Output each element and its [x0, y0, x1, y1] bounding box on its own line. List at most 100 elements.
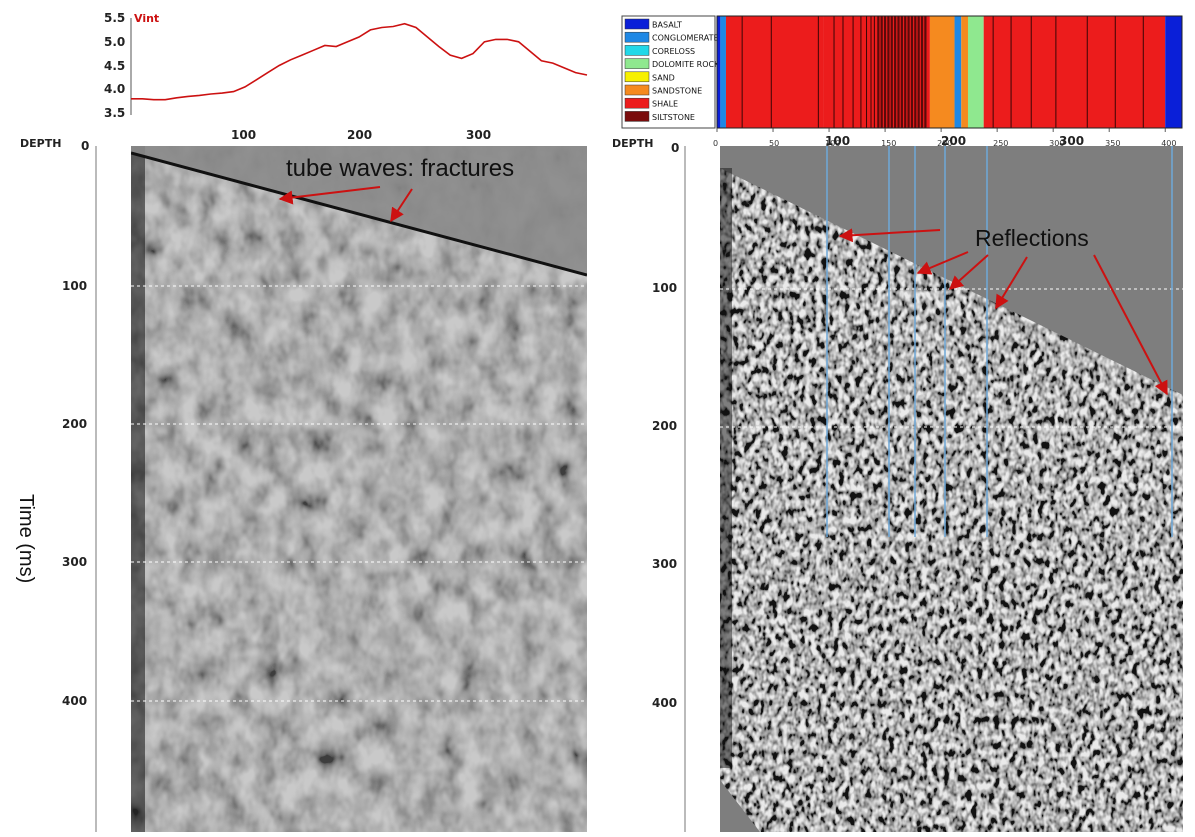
lithology-thin-band-30 [1114, 16, 1116, 128]
lithology-thin-band-31 [1142, 16, 1144, 128]
lithology-thin-band-26 [1010, 16, 1012, 128]
legend-swatch-conglomerate [624, 31, 650, 43]
legend-swatch-shale [624, 97, 650, 109]
lithology-thin-band-2 [817, 16, 819, 128]
lithology-thin-band-0 [741, 16, 743, 128]
left-seismic-panel: DEPTH 100 200 300 0 100 200 300 400 tube… [20, 128, 587, 832]
lithology-thin-band-19 [907, 16, 910, 128]
legend-label-sand: SAND [652, 73, 675, 82]
vint-tick-5.5: 5.5 [104, 11, 125, 25]
tube-wave-arrow-2 [390, 188, 413, 223]
lithology-tick-350: 350 [1105, 139, 1120, 148]
lithology-thin-band-9 [873, 16, 875, 128]
tube-wave-arrow-1 [278, 186, 381, 205]
reflections-annotation: Reflections [975, 225, 1089, 251]
lithology-thin-band-1 [770, 16, 772, 128]
lithology-thin-band-7 [866, 16, 868, 128]
left-seismic-quiet-zone [131, 146, 587, 275]
left-seismic-image [131, 146, 587, 832]
reflection-arrow-1 [838, 228, 941, 243]
lithology-interval-3 [823, 16, 930, 128]
left-depth-tick-200: 200 [347, 128, 372, 142]
lithology-strip: BASALT CONGLOMERATE CORELOSS DOLOMITE ROCK S… [621, 15, 1183, 148]
right-seismic-corner [720, 780, 760, 832]
vint-tick-5.0: 5.0 [104, 35, 125, 49]
reflection-arrow-4 [995, 256, 1028, 310]
lithology-tick-400: 400 [1161, 139, 1176, 148]
right-depth-tick-200: 200 [941, 134, 966, 148]
legend-swatch-coreloss [624, 45, 650, 56]
lithology-interval-0 [717, 16, 721, 128]
lithology-interval-4 [929, 16, 955, 128]
right-depth-tick-300: 300 [1059, 134, 1084, 148]
legend-label-coreloss: CORELOSS [652, 47, 695, 56]
lithology-thin-band-16 [897, 16, 900, 128]
lithology-thin-band-14 [890, 16, 893, 128]
left-depth-label: DEPTH [20, 137, 61, 150]
lithology-thin-band-24 [924, 16, 927, 128]
lithology-tick-0: 0 [713, 139, 718, 148]
lithology-thin-band-5 [852, 16, 854, 128]
lithology-thin-band-10 [877, 16, 880, 128]
lithology-thin-band-8 [870, 16, 872, 128]
lithology-thin-band-21 [914, 16, 917, 128]
vint-tick-4.0: 4.0 [104, 82, 125, 96]
lithology-tick-300: 300 [1049, 139, 1064, 148]
right-time-tick-200: 200 [652, 419, 677, 433]
left-time-tick-300: 300 [62, 555, 87, 569]
lithology-thin-band-22 [917, 16, 920, 128]
lithology-tick-150: 150 [881, 139, 896, 148]
left-time-tick-0: 0 [81, 139, 89, 153]
legend-label-sandstone: SANDSTONE [652, 87, 702, 96]
lithology-thin-band-11 [880, 16, 883, 128]
lithology-interval-9 [1165, 16, 1182, 128]
legend-label-conglomerate: CONGLOMERATE [652, 34, 719, 43]
lithology-tick-50: 50 [769, 139, 779, 148]
legend-swatch-sandstone [624, 84, 650, 96]
left-seismic-edge-traces [131, 146, 145, 832]
lithology-thin-band-4 [842, 16, 844, 128]
right-depth-tick-100: 100 [825, 134, 850, 148]
lithology-tick-100: 100 [825, 139, 840, 148]
lithology-thin-band-23 [920, 16, 924, 128]
lithology-thin-band-27 [1030, 16, 1032, 128]
lithology-tick-250: 250 [993, 139, 1008, 148]
legend-swatch-siltstone [624, 111, 650, 122]
vint-series-line [131, 22, 588, 101]
left-time-tick-100: 100 [62, 279, 87, 293]
reflection-arrow-3 [948, 254, 989, 290]
lithology-interval-8 [983, 16, 1166, 128]
right-time-tick-400: 400 [652, 696, 677, 710]
legend-swatch-basalt [624, 18, 650, 30]
lithology-thin-band-6 [860, 16, 862, 128]
lithology-thin-band-3 [833, 16, 835, 128]
vint-plot: 5.5 5.0 4.5 4.0 3.5 Vint [104, 11, 588, 120]
time-axis-label: Time (ms) [15, 494, 37, 583]
left-first-arrival [131, 151, 587, 277]
lithology-interval-5 [954, 16, 962, 128]
reflection-arrow-2 [916, 251, 969, 275]
legend-label-basalt: BASALT [652, 21, 682, 30]
left-seismic-texture [131, 146, 587, 832]
right-time-tick-0: 0 [671, 141, 679, 155]
lithology-tick-200: 200 [937, 139, 952, 148]
right-seismic-panel: DEPTH 100 200 300 0 100 200 300 400 Refl… [612, 134, 1183, 832]
tube-waves-annotation: tube waves: fractures [286, 155, 514, 182]
lithology-interval-1 [720, 16, 726, 128]
left-time-tick-200: 200 [62, 417, 87, 431]
lithology-thin-band-29 [1086, 16, 1088, 128]
legend-swatch-sand [624, 71, 650, 83]
lithology-thin-band-15 [894, 16, 897, 128]
left-time-tick-400: 400 [62, 694, 87, 708]
left-depth-tick-100: 100 [231, 128, 256, 142]
reflection-arrow-5 [1093, 254, 1168, 396]
lithology-interval-2 [725, 16, 824, 128]
right-time-tick-300: 300 [652, 557, 677, 571]
lithology-thin-band-25 [992, 16, 994, 128]
vint-tick-3.5: 3.5 [104, 106, 125, 120]
legend-label-dolomite-rock: DOLOMITE ROCK [652, 60, 720, 69]
lithology-thin-band-12 [883, 16, 887, 128]
right-seismic-image [720, 146, 1183, 832]
